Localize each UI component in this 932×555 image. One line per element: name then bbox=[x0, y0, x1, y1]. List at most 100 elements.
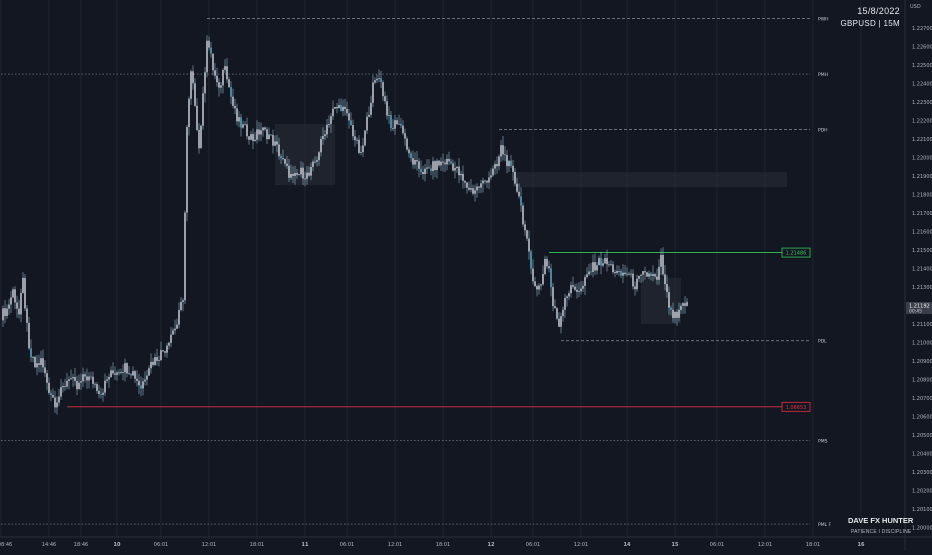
candle-body bbox=[446, 158, 448, 165]
candle-body bbox=[234, 105, 236, 109]
candle-body bbox=[500, 145, 502, 157]
x-tick-label: 06:01 bbox=[340, 542, 354, 548]
candle-body bbox=[548, 266, 550, 269]
candle-body bbox=[460, 173, 462, 176]
candle-body bbox=[66, 380, 68, 387]
candle-body bbox=[30, 348, 32, 358]
candle-body bbox=[508, 160, 510, 167]
x-tick-label: 11 bbox=[302, 542, 309, 548]
x-tick-label: 15 bbox=[672, 542, 679, 548]
candle-body bbox=[420, 168, 422, 172]
candle-body bbox=[564, 297, 566, 310]
candle-body bbox=[434, 161, 436, 171]
candle-body bbox=[316, 160, 318, 162]
current-price-label: 1.21192 bbox=[909, 304, 930, 310]
candle-body bbox=[358, 139, 360, 153]
candle-body bbox=[218, 82, 220, 88]
candle-body bbox=[568, 293, 570, 297]
candle-body bbox=[534, 281, 536, 287]
level-label: PWH bbox=[818, 17, 829, 23]
candle-body bbox=[414, 160, 416, 165]
candle-body bbox=[490, 175, 492, 178]
candle-body bbox=[674, 311, 676, 318]
candle-body bbox=[352, 125, 354, 137]
candle-body bbox=[354, 136, 356, 141]
candle-body bbox=[222, 70, 224, 86]
candle-body bbox=[296, 172, 298, 175]
candle-body bbox=[194, 83, 196, 106]
candle-body bbox=[100, 394, 102, 395]
candle-body bbox=[628, 273, 630, 275]
candle-body bbox=[240, 117, 242, 128]
candle-body bbox=[102, 392, 104, 395]
candle-body bbox=[224, 66, 226, 71]
candle-body bbox=[146, 375, 148, 380]
candle-body bbox=[206, 40, 208, 73]
candle-body bbox=[312, 161, 314, 167]
candle-body bbox=[492, 168, 494, 176]
candle-body bbox=[424, 168, 426, 175]
level-label: PMH bbox=[818, 72, 828, 78]
candle-body bbox=[452, 163, 454, 171]
candle-body bbox=[40, 358, 42, 365]
candle-body bbox=[98, 390, 100, 395]
author-tagline: PATIENCE I DISCIPLINE bbox=[851, 529, 912, 535]
candle-body bbox=[96, 384, 98, 391]
candle-body bbox=[166, 345, 168, 353]
candle-body bbox=[610, 264, 612, 266]
candle-body bbox=[322, 136, 324, 139]
candle-body bbox=[298, 174, 300, 176]
price-line-label: 1.21486 bbox=[786, 251, 807, 257]
candle-body bbox=[18, 308, 20, 315]
y-tick-label: 1.21900 bbox=[912, 174, 932, 180]
candle-body bbox=[8, 304, 10, 309]
candle-body bbox=[382, 82, 384, 97]
candle-body bbox=[390, 115, 392, 129]
candle-body bbox=[602, 263, 604, 266]
candle-body bbox=[158, 360, 160, 361]
y-tick-label: 1.22500 bbox=[912, 63, 932, 69]
x-tick-label: 08:46 bbox=[0, 542, 12, 548]
candle-body bbox=[646, 272, 648, 277]
candle-body bbox=[150, 361, 152, 369]
candle-body bbox=[528, 238, 530, 252]
candle-body bbox=[198, 129, 200, 149]
candle-body bbox=[416, 160, 418, 162]
candle-body bbox=[300, 167, 302, 175]
x-tick-label: 18:46 bbox=[74, 542, 88, 548]
candle-body bbox=[280, 156, 282, 159]
candle-body bbox=[594, 262, 596, 271]
candle-body bbox=[326, 124, 328, 135]
level-label: PDH bbox=[818, 128, 828, 134]
candle-body bbox=[184, 212, 186, 301]
candle-body bbox=[592, 262, 594, 273]
candle-body bbox=[656, 276, 658, 280]
candle-body bbox=[556, 308, 558, 319]
candle-body bbox=[252, 133, 254, 142]
candle-body bbox=[652, 274, 654, 277]
candle-body bbox=[662, 254, 664, 275]
author-name: DAVE FX HUNTER bbox=[848, 516, 914, 525]
x-tick-label: 12:01 bbox=[574, 542, 588, 548]
candle-body bbox=[136, 378, 138, 381]
candle-body bbox=[46, 373, 48, 383]
candle-body bbox=[476, 186, 478, 191]
y-tick-label: 1.21600 bbox=[912, 229, 932, 235]
candle-body bbox=[202, 93, 204, 126]
candle-body bbox=[212, 53, 214, 71]
candle-body bbox=[268, 134, 270, 140]
candle-body bbox=[182, 300, 184, 303]
candle-body bbox=[270, 134, 272, 136]
x-tick-label: 12:01 bbox=[202, 542, 216, 548]
candle-body bbox=[114, 373, 116, 375]
candle-body bbox=[272, 134, 274, 146]
candle-body bbox=[450, 161, 452, 164]
candle-body bbox=[288, 165, 290, 178]
candle-body bbox=[226, 66, 228, 80]
candle-body bbox=[214, 70, 216, 76]
candle-body bbox=[368, 114, 370, 117]
candle-body bbox=[60, 387, 62, 397]
candle-body bbox=[320, 138, 322, 153]
